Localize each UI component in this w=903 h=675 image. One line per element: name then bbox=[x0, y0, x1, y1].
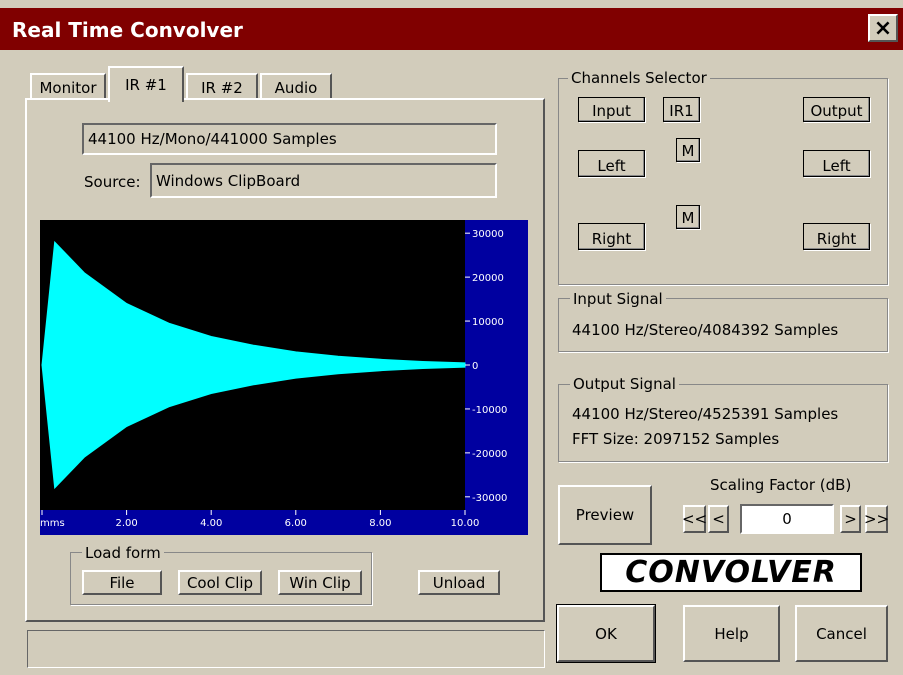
output-signal-group bbox=[558, 384, 888, 462]
channel-button[interactable]: Right bbox=[803, 223, 870, 250]
x-tick-label: 4.00 bbox=[200, 518, 222, 529]
tab[interactable]: Monitor bbox=[30, 73, 106, 100]
y-tick-label: 0 bbox=[472, 361, 478, 372]
group-title: Output Signal bbox=[570, 376, 679, 392]
y-tick-label: -20000 bbox=[472, 449, 507, 460]
group-title: Load form bbox=[82, 545, 164, 561]
logo: CONVOLVER bbox=[600, 553, 862, 592]
close-button[interactable]: × bbox=[868, 14, 898, 42]
tab[interactable]: IR #2 bbox=[186, 73, 258, 100]
y-axis-band bbox=[465, 220, 528, 535]
channel-button[interactable]: Left bbox=[803, 150, 870, 177]
file-button[interactable]: File bbox=[82, 570, 162, 595]
scaling-label: Scaling Factor (dB) bbox=[710, 476, 852, 494]
tab-panel bbox=[25, 98, 545, 622]
cool-clip-button[interactable]: Cool Clip bbox=[178, 570, 262, 595]
group-title: Channels Selector bbox=[568, 70, 710, 86]
x-axis-band bbox=[40, 510, 528, 535]
source-label: Source: bbox=[84, 173, 141, 191]
y-tick-label: 30000 bbox=[472, 229, 504, 240]
channels-group bbox=[558, 78, 888, 285]
mono-button[interactable]: M bbox=[676, 205, 700, 229]
cancel-button[interactable]: Cancel bbox=[795, 605, 888, 662]
tab[interactable]: Audio bbox=[260, 73, 332, 100]
input-signal-group bbox=[558, 298, 888, 352]
x-tick-label: mms bbox=[40, 518, 65, 529]
window-title: Real Time Convolver bbox=[12, 18, 243, 42]
y-tick-label: 10000 bbox=[472, 317, 504, 328]
channel-button[interactable]: IR1 bbox=[663, 97, 700, 122]
output-signal-text: 44100 Hz/Stereo/4525391 Samples bbox=[572, 405, 839, 423]
format-field: 44100 Hz/Mono/441000 Samples bbox=[82, 123, 497, 155]
scale-button[interactable]: < bbox=[708, 505, 729, 533]
unload-button[interactable]: Unload bbox=[418, 570, 500, 595]
input-signal-text: 44100 Hz/Stereo/4084392 Samples bbox=[572, 321, 839, 339]
load-form-group bbox=[70, 552, 372, 605]
output-signal-text: FFT Size: 2097152 Samples bbox=[572, 430, 780, 448]
source-field: Windows ClipBoard bbox=[150, 163, 497, 198]
y-tick-label: 20000 bbox=[472, 273, 504, 284]
preview-button[interactable]: Preview bbox=[558, 485, 652, 545]
ok-button[interactable]: OK bbox=[556, 604, 656, 663]
scale-button[interactable]: > bbox=[840, 505, 861, 533]
scale-button[interactable]: << bbox=[682, 505, 707, 533]
y-tick-label: -30000 bbox=[472, 493, 507, 504]
waveform-upper bbox=[41, 240, 466, 366]
tab-selected[interactable]: IR #1 bbox=[108, 66, 184, 102]
x-tick-label: 10.00 bbox=[451, 518, 480, 529]
x-tick-label: 2.00 bbox=[115, 518, 137, 529]
scale-button[interactable]: >> bbox=[864, 505, 889, 533]
channel-button[interactable]: Left bbox=[578, 150, 645, 177]
x-tick-label: 6.00 bbox=[285, 518, 307, 529]
group-title: Input Signal bbox=[570, 291, 666, 307]
waveform-lower bbox=[41, 364, 466, 490]
y-tick-label: -10000 bbox=[472, 405, 507, 416]
x-tick-label: 8.00 bbox=[369, 518, 391, 529]
mono-button[interactable]: M bbox=[676, 138, 700, 162]
status-bar bbox=[27, 630, 545, 668]
help-button[interactable]: Help bbox=[683, 605, 780, 662]
waveform-plot: 30000 20000 10000 0 -10000 -20000 -30000 mms 2.0… bbox=[40, 220, 528, 535]
win-clip-button[interactable]: Win Clip bbox=[278, 570, 362, 595]
channel-button[interactable]: Output bbox=[803, 97, 870, 122]
channel-button[interactable]: Right bbox=[578, 223, 645, 250]
scale-field[interactable]: 0 bbox=[740, 504, 834, 534]
channel-button[interactable]: Input bbox=[578, 97, 645, 122]
title-bar: Real Time Convolver × bbox=[0, 8, 903, 50]
